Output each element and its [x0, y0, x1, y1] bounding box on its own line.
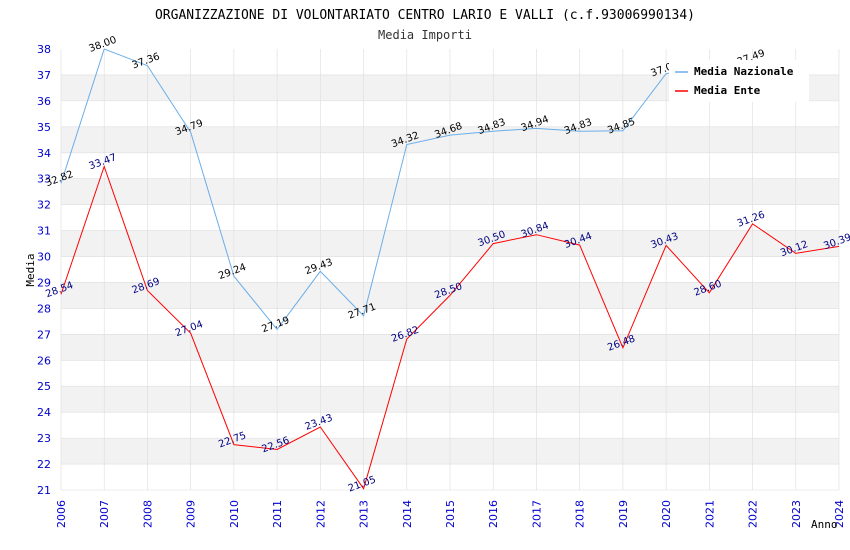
legend-box	[669, 60, 809, 102]
y-tick-label: 26	[37, 354, 51, 367]
y-tick-label: 31	[37, 225, 51, 238]
x-axis-label: Anno	[811, 518, 838, 531]
x-tick-label: 2020	[660, 500, 673, 528]
x-tick-label: 2024	[833, 500, 846, 528]
x-tick-label: 2019	[617, 500, 630, 528]
x-tick-label: 2009	[185, 500, 198, 528]
chart-subtitle: Media Importi	[378, 28, 472, 42]
y-tick-label: 32	[37, 199, 51, 212]
chart-title: ORGANIZZAZIONE DI VOLONTARIATO CENTRO LA…	[155, 8, 695, 23]
x-tick-label: 2011	[271, 500, 284, 528]
y-tick-label: 34	[37, 147, 51, 160]
x-tick-label: 2018	[574, 500, 587, 528]
x-tick-label: 2010	[228, 500, 241, 528]
legend-label-media-nazionale: Media Nazionale	[694, 65, 794, 78]
x-tick-label: 2006	[55, 500, 68, 528]
x-tick-label: 2023	[790, 500, 803, 528]
x-tick-label: 2017	[530, 500, 543, 528]
legend: Media Nazionale Media Ente	[669, 60, 809, 102]
x-tick-label: 2013	[358, 500, 371, 528]
series-line-media-ente	[60, 164, 840, 490]
x-tick-label: 2008	[141, 500, 154, 528]
y-tick-label: 38	[37, 43, 51, 56]
y-tick-label: 23	[37, 432, 51, 445]
y-tick-label: 24	[37, 406, 51, 419]
y-tick-label: 33	[37, 173, 51, 186]
x-tick-label: 2012	[314, 500, 327, 528]
y-tick-label: 36	[37, 95, 51, 108]
series-lines	[60, 48, 840, 490]
y-tick-label: 22	[37, 458, 51, 471]
y-axis-label: Media	[24, 253, 37, 286]
x-tick-label: 2021	[703, 500, 716, 528]
x-tick-label: 2014	[401, 500, 414, 528]
x-tick-label: 2007	[98, 500, 111, 528]
y-tick-label: 21	[37, 484, 51, 497]
y-tick-label: 35	[37, 121, 51, 134]
legend-label-media-ente: Media Ente	[694, 84, 761, 97]
x-tick-label: 2022	[747, 500, 760, 528]
y-tick-label: 29	[37, 276, 51, 289]
series-line-media-nazionale	[60, 48, 753, 331]
y-tick-label: 28	[37, 302, 51, 315]
y-tick-label: 27	[37, 328, 51, 341]
x-axis-ticks: 2006 2007 2008 2009 2010 2011 2012 2013 2014 2015…	[55, 500, 846, 528]
x-tick-label: 2015	[444, 500, 457, 528]
y-tick-label: 37	[37, 69, 51, 82]
y-axis-ticks: 21 22 23 24 25 26 27 28 29 30 31 32 33 34 35 36 37 38	[37, 43, 51, 497]
grid-bands	[60, 49, 840, 491]
x-tick-label: 2016	[487, 500, 500, 528]
y-tick-label: 30	[37, 251, 51, 264]
y-tick-label: 25	[37, 380, 51, 393]
